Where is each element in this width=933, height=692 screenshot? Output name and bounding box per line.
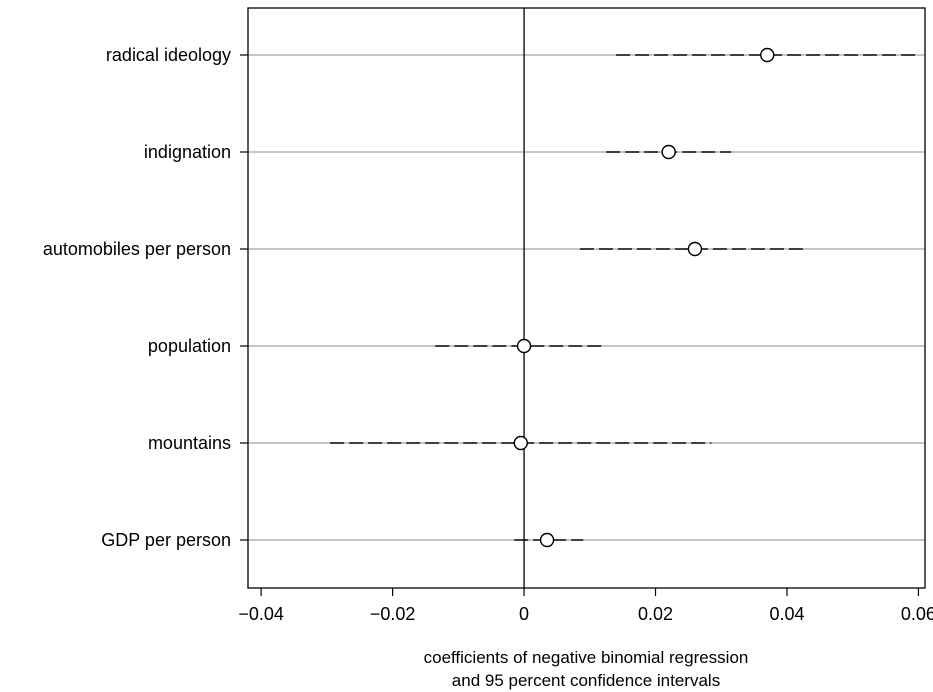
confidence-intervals [330, 54, 916, 541]
point-estimate [661, 144, 676, 160]
category-label: radical ideology [106, 45, 231, 65]
x-axis-ticks: −0.04 −0.02 0 0.02 0.04 0.06 [238, 588, 933, 624]
gridlines [248, 54, 925, 541]
point-estimate [513, 435, 528, 451]
x-tick-label: −0.02 [370, 604, 416, 624]
y-axis-ticks: radical ideology indignation automobiles p… [43, 45, 248, 550]
category-label: mountains [148, 433, 231, 453]
x-tick-label: −0.04 [238, 604, 284, 624]
point-estimate [687, 241, 703, 257]
category-label: indignation [144, 142, 231, 162]
point-estimate [539, 532, 555, 548]
category-label: population [148, 336, 231, 356]
x-axis-label-line-2: and 95 percent confidence intervals [452, 671, 720, 690]
plot-frame [247, 7, 926, 589]
x-tick-label: 0.04 [769, 604, 804, 624]
point-estimates [513, 47, 775, 548]
x-tick-label: 0.06 [901, 604, 933, 624]
x-axis-label-line-1: coefficients of negative binomial regres… [424, 648, 749, 667]
x-tick-label: 0.02 [638, 604, 673, 624]
point-estimate [516, 338, 532, 354]
point-estimate [760, 47, 775, 63]
x-tick-label: 0 [519, 604, 529, 624]
category-label: automobiles per person [43, 239, 231, 259]
category-label: GDP per person [101, 530, 231, 550]
